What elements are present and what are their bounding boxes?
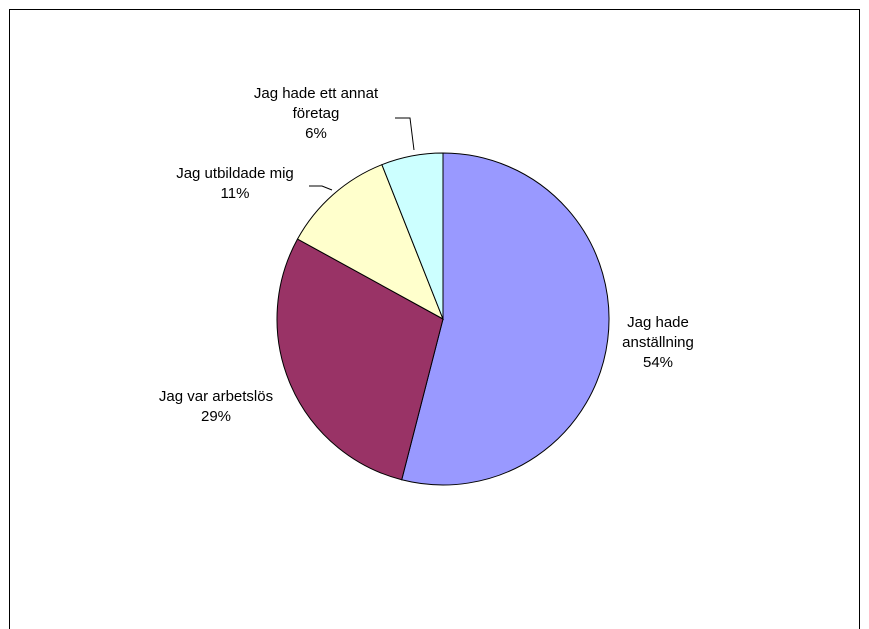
leader-line-own-company [395,117,415,151]
data-label-own-company: Jag hade ett annat företag 6% [254,85,379,142]
data-label-percent: 54% [643,354,673,371]
pie-slices [276,152,610,486]
data-label-text: Jag var arbetslös [159,388,273,405]
pie-slice-education [296,164,444,321]
data-label-text: Jag hade ett annat [254,85,379,102]
data-label-unemployed: Jag var arbetslös 29% [159,388,273,425]
data-label-text: Jag utbildade mig [176,165,294,182]
leader-line-education [309,185,333,191]
leader-lines [309,117,415,191]
pie-slice-own-company [381,152,444,320]
data-label-employed: Jag hade anställning 54% [622,314,694,371]
pie-slice-unemployed [276,238,444,481]
data-labels: Jag hade anställning 54% Jag var arbetslös 2… [159,85,694,425]
data-label-percent: 29% [201,408,231,425]
data-label-text: företag [293,105,340,122]
chart-area [9,9,860,629]
pie-slice-employed [401,152,610,486]
data-label-percent: 6% [305,125,327,142]
data-label-percent: 11% [221,185,250,202]
data-label-text: anställning [622,334,694,351]
data-label-text: Jag hade [627,314,689,331]
data-label-education: Jag utbildade mig 11% [176,165,294,202]
